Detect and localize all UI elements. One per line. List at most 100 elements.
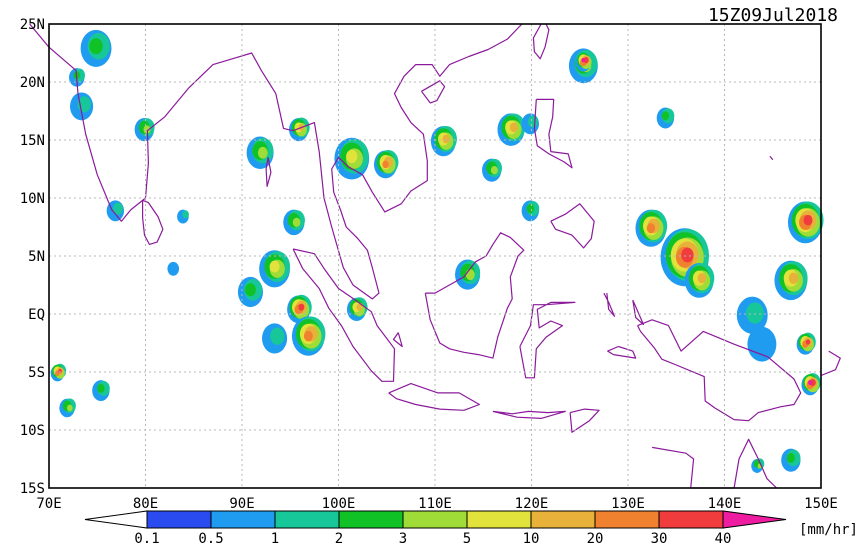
rain-intensity-band bbox=[465, 269, 475, 281]
rain-intensity-band bbox=[581, 57, 586, 63]
colorbar-segment bbox=[594, 510, 660, 529]
colorbar-tick-label: 5 bbox=[463, 531, 471, 544]
lon-tick-label: 130E bbox=[611, 496, 645, 512]
rain-cell bbox=[291, 316, 326, 356]
rain-intensity-band bbox=[167, 261, 180, 276]
rain-cell bbox=[259, 250, 291, 288]
rain-intensity-band bbox=[788, 272, 799, 284]
colorbar-high-arrow bbox=[722, 510, 787, 529]
rain-intensity-band bbox=[269, 260, 280, 273]
rain-intensity-band bbox=[490, 165, 498, 175]
rain-cell bbox=[430, 126, 457, 157]
rain-cell bbox=[92, 380, 110, 402]
rain-cell bbox=[497, 113, 526, 146]
lat-tick-label: 15S bbox=[20, 481, 45, 497]
lat-tick-label: 5S bbox=[28, 365, 45, 381]
coastline bbox=[292, 248, 396, 382]
rain-intensity-band bbox=[89, 38, 103, 55]
rain-cell bbox=[177, 209, 189, 224]
rain-intensity-band bbox=[113, 202, 124, 215]
rain-intensity-band bbox=[747, 326, 777, 362]
rain-cell bbox=[736, 296, 768, 334]
rain-intensity-band bbox=[292, 217, 301, 228]
rain-intensity-band bbox=[526, 204, 535, 214]
coastline bbox=[603, 292, 616, 317]
coastline bbox=[424, 232, 525, 359]
lon-tick-label: 70E bbox=[36, 496, 61, 512]
rain-cell bbox=[106, 200, 125, 222]
coastline bbox=[492, 410, 566, 419]
lon-tick-label: 100E bbox=[322, 496, 356, 512]
coastline bbox=[637, 319, 802, 422]
rain-cell bbox=[747, 326, 777, 362]
rain-intensity-band bbox=[182, 210, 189, 219]
rain-cell bbox=[262, 323, 288, 354]
colorbar-segment bbox=[274, 510, 340, 529]
coastline bbox=[569, 408, 600, 433]
coastline bbox=[392, 332, 403, 348]
rain-intensity-band bbox=[298, 303, 305, 311]
rain-cell bbox=[521, 200, 540, 222]
rain-intensity-band bbox=[681, 247, 694, 263]
colorbar-tick-label: 20 bbox=[587, 531, 604, 544]
coastline bbox=[632, 299, 644, 325]
rain-cell bbox=[237, 276, 263, 308]
colorbar-tick-label: 2 bbox=[335, 531, 343, 544]
rain-intensity-band bbox=[697, 273, 707, 284]
rain-intensity-band bbox=[270, 327, 285, 345]
coastline bbox=[142, 199, 164, 245]
rain-cell bbox=[656, 107, 675, 129]
rain-cell bbox=[575, 51, 594, 72]
rain-cell bbox=[80, 29, 112, 67]
coastline bbox=[769, 155, 774, 161]
rain-cell bbox=[246, 136, 274, 170]
rain-cell bbox=[134, 118, 155, 142]
coastline-layer bbox=[29, 23, 841, 489]
rain-cell bbox=[787, 201, 824, 244]
colorbar-tick-label: 1 bbox=[271, 531, 279, 544]
gridlines bbox=[49, 24, 821, 488]
coastline bbox=[388, 383, 480, 411]
rain-intensity-band bbox=[442, 134, 450, 144]
coastline bbox=[421, 80, 446, 104]
lon-tick-label: 80E bbox=[133, 496, 158, 512]
rain-cell bbox=[59, 398, 76, 418]
colorbar-tick-label: 30 bbox=[651, 531, 668, 544]
rain-intensity-band bbox=[646, 223, 656, 234]
colorbar-segment bbox=[402, 510, 468, 529]
rain-intensity-band bbox=[245, 283, 256, 297]
rain-cell bbox=[69, 92, 94, 121]
rain-cell bbox=[455, 259, 481, 290]
rain-cell bbox=[287, 294, 312, 324]
rain-intensity-band bbox=[746, 302, 764, 324]
colorbar-tick-label: 3 bbox=[399, 531, 407, 544]
rain-intensity-band bbox=[808, 380, 813, 386]
rain-intensity-band bbox=[67, 404, 73, 412]
colorbar-tick-label: 0.1 bbox=[134, 531, 159, 544]
colorbar-tick-label: 0.5 bbox=[198, 531, 223, 544]
rain-intensity-band bbox=[382, 160, 389, 169]
rain-cell bbox=[373, 149, 399, 179]
rain-intensity-band bbox=[346, 149, 358, 164]
coastline bbox=[651, 438, 778, 489]
lat-tick-label: 20N bbox=[20, 75, 45, 91]
colorbar-low-arrow bbox=[84, 510, 148, 529]
colorbar-tick-label: 10 bbox=[523, 531, 540, 544]
coastline bbox=[533, 98, 573, 169]
coastline bbox=[532, 23, 550, 60]
lon-tick-label: 150E bbox=[804, 496, 838, 512]
colorbar-segment bbox=[658, 510, 724, 529]
rain-intensity-band bbox=[356, 303, 363, 311]
lat-tick-label: 5N bbox=[28, 249, 45, 265]
rain-intensity-band bbox=[661, 111, 670, 121]
colorbar-segment bbox=[338, 510, 404, 529]
rain-intensity-band bbox=[803, 214, 813, 226]
coastline bbox=[550, 203, 595, 249]
lon-tick-label: 120E bbox=[515, 496, 549, 512]
rain-cell bbox=[781, 448, 801, 472]
colorbar-segment bbox=[466, 510, 532, 529]
rain-cell bbox=[283, 209, 305, 236]
lon-tick-label: 140E bbox=[708, 496, 742, 512]
rain-cell bbox=[635, 209, 668, 247]
rain-cell bbox=[482, 158, 502, 182]
